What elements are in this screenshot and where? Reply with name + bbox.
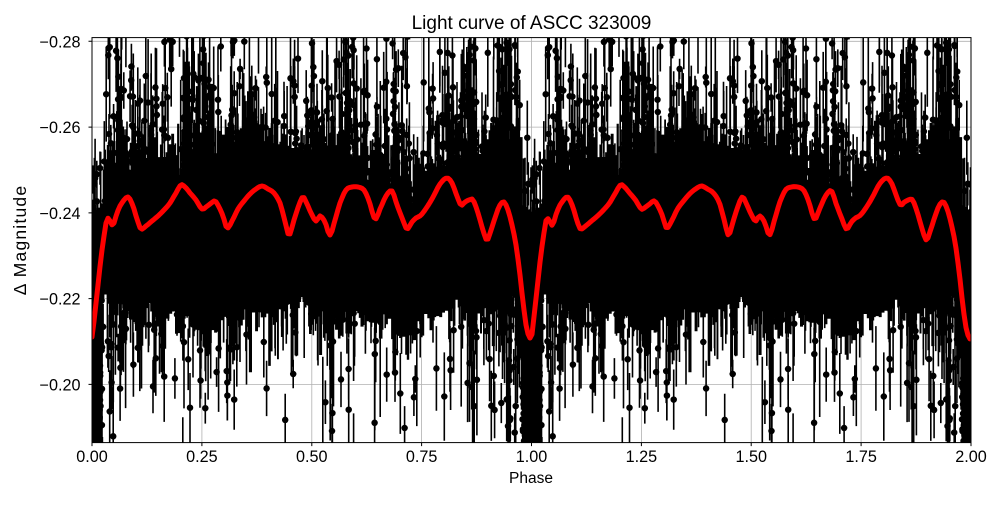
svg-text:Phase: Phase <box>509 470 553 487</box>
svg-text:0.00: 0.00 <box>76 448 108 466</box>
svg-text:1.50: 1.50 <box>735 448 767 466</box>
svg-text:−0.20: −0.20 <box>40 376 81 394</box>
svg-text:2.00: 2.00 <box>955 448 987 466</box>
svg-text:0.50: 0.50 <box>296 448 328 466</box>
svg-text:−0.28: −0.28 <box>40 33 81 51</box>
svg-text:Δ Magnitude: Δ Magnitude <box>10 185 30 296</box>
svg-text:1.25: 1.25 <box>626 448 658 466</box>
svg-text:−0.22: −0.22 <box>40 291 81 309</box>
svg-text:0.25: 0.25 <box>186 448 218 466</box>
svg-text:1.75: 1.75 <box>845 448 877 466</box>
svg-text:−0.24: −0.24 <box>40 205 81 223</box>
svg-text:0.75: 0.75 <box>406 448 438 466</box>
svg-text:Light curve of ASCC 323009: Light curve of ASCC 323009 <box>412 13 652 34</box>
svg-text:1.00: 1.00 <box>516 448 548 466</box>
svg-text:−0.26: −0.26 <box>40 119 81 137</box>
